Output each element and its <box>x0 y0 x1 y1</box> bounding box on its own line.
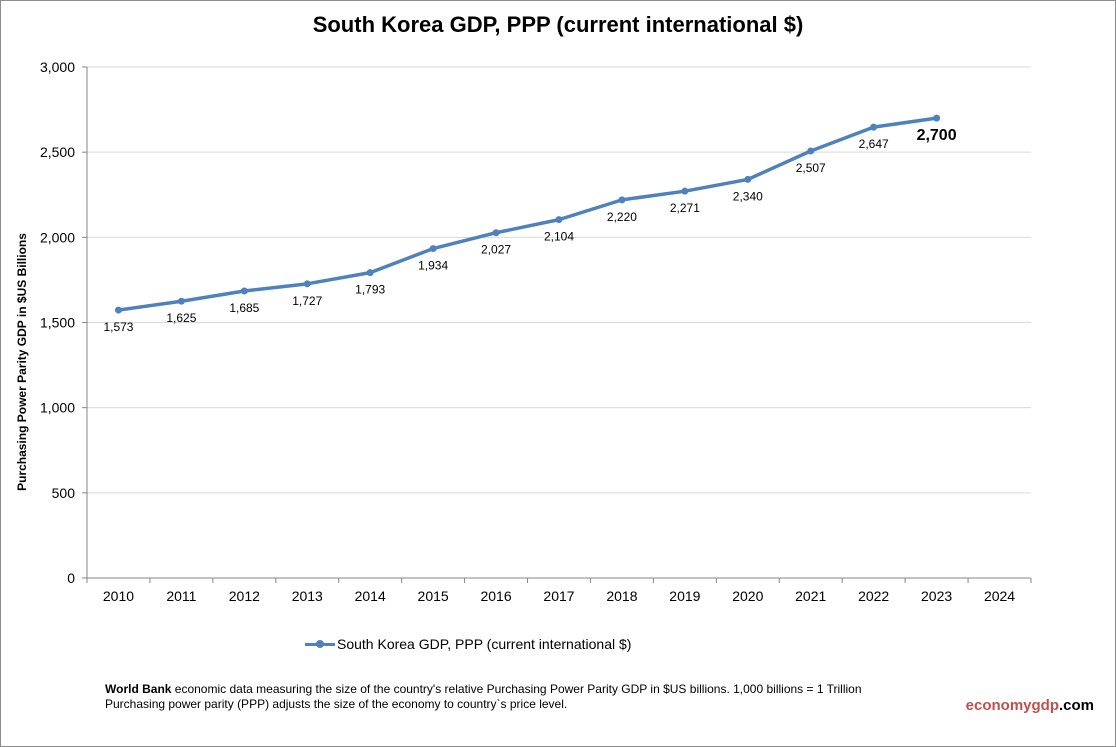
data-point <box>744 175 752 183</box>
data-point <box>366 269 374 277</box>
data-label: 2,700 <box>917 127 957 144</box>
footnote-line-2: Purchasing power parity (PPP) adjusts th… <box>105 697 568 711</box>
footnote-line-1-text: economic data measuring the size of the … <box>171 682 862 696</box>
y-tick-label: 2,500 <box>40 144 75 160</box>
x-tick-label: 2023 <box>921 588 952 604</box>
legend: South Korea GDP, PPP (current internatio… <box>305 634 631 654</box>
data-point <box>429 245 437 253</box>
y-tick-label: 500 <box>52 485 76 501</box>
x-tick-label: 2018 <box>606 588 637 604</box>
x-tick-label: 2021 <box>795 588 826 604</box>
y-tick-label: 1,000 <box>40 400 75 416</box>
data-label: 2,647 <box>859 137 889 151</box>
data-label: 1,793 <box>355 283 385 297</box>
data-point <box>303 280 311 288</box>
x-tick-label: 2016 <box>480 588 511 604</box>
data-point <box>492 229 500 237</box>
data-point <box>618 196 626 204</box>
y-tick-label: 3,000 <box>40 59 75 75</box>
data-label: 2,220 <box>607 210 637 224</box>
data-point <box>240 287 248 295</box>
x-tick-label: 2017 <box>543 588 574 604</box>
data-point <box>177 297 185 305</box>
legend-swatch <box>305 634 335 654</box>
data-point <box>933 114 941 122</box>
data-point <box>555 216 563 224</box>
data-point <box>681 187 689 195</box>
data-label: 1,573 <box>103 320 133 334</box>
data-label: 1,934 <box>418 259 448 273</box>
data-label: 1,685 <box>229 301 259 315</box>
data-label: 2,104 <box>544 230 574 244</box>
data-label: 2,340 <box>733 189 763 203</box>
series-line <box>116 116 939 312</box>
data-label: 2,027 <box>481 243 511 257</box>
data-point <box>870 123 878 131</box>
y-tick-label: 1,500 <box>40 315 75 331</box>
data-point <box>807 147 815 155</box>
data-label: 2,271 <box>670 201 700 215</box>
x-tick-label: 2012 <box>229 588 260 604</box>
x-tick-label: 2013 <box>292 588 323 604</box>
footnote: World Bank economic data measuring the s… <box>105 682 862 712</box>
data-label: 1,727 <box>292 294 322 308</box>
x-tick-label: 2014 <box>355 588 386 604</box>
x-tick-label: 2019 <box>669 588 700 604</box>
footnote-source: World Bank <box>105 682 172 696</box>
x-tick-label: 2024 <box>984 588 1015 604</box>
brand-name: economygdp <box>965 697 1059 714</box>
y-tick-label: 0 <box>67 570 75 586</box>
data-label: 1,625 <box>166 311 196 325</box>
data-point <box>114 306 122 314</box>
legend-label: South Korea GDP, PPP (current internatio… <box>337 636 632 652</box>
y-tick-label: 2,000 <box>40 229 75 245</box>
chart-title: South Korea GDP, PPP (current internatio… <box>312 12 804 37</box>
x-tick-label: 2015 <box>418 588 449 604</box>
footnote-line-1: World Bank economic data measuring the s… <box>105 682 862 697</box>
x-tick-label: 2022 <box>858 588 889 604</box>
x-tick-label: 2020 <box>732 588 763 604</box>
x-tick-label: 2010 <box>103 588 134 604</box>
x-tick-label: 2011 <box>166 588 196 604</box>
brand-logo[interactable]: economygdp.com <box>966 697 1094 714</box>
brand-domain: .com <box>1058 697 1094 714</box>
data-label: 2,507 <box>796 161 826 175</box>
